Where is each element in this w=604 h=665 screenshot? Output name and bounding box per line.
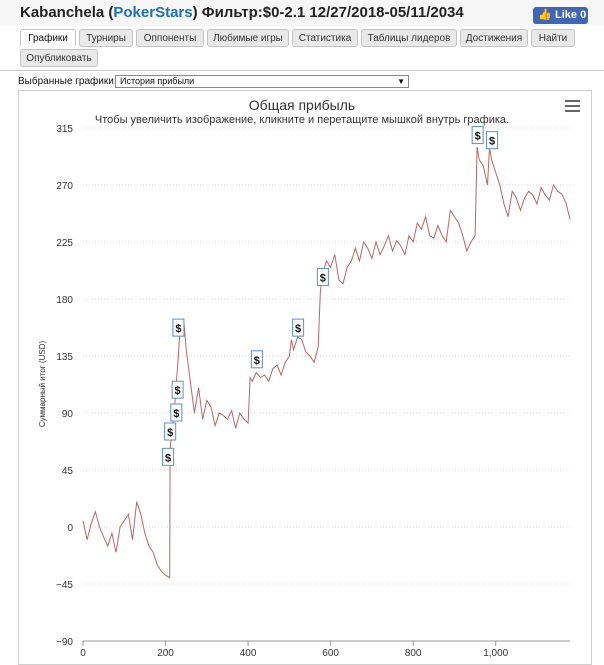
rakeback-marker-label: $: [295, 323, 301, 335]
tab-favorite-games[interactable]: Любимые игры: [207, 29, 289, 47]
y-tick-label: −90: [56, 637, 73, 648]
header-bar: Kabanchela (PokerStars) Фильтр:$0-2.1 12…: [0, 0, 604, 26]
rakeback-marker-box[interactable]: [162, 447, 175, 466]
rakeback-marker-label: $: [165, 452, 171, 464]
x-tick-label: 200: [157, 648, 174, 659]
profit-series-line: [82, 146, 571, 579]
rakeback-marker-label: $: [254, 355, 260, 367]
tab-opponents[interactable]: Оппоненты: [136, 29, 204, 47]
tab-graphs[interactable]: Графики: [20, 29, 76, 47]
y-tick-label: 135: [56, 352, 73, 363]
y-tick-label: 180: [56, 295, 73, 306]
site-link[interactable]: PokerStars: [113, 4, 193, 21]
y-axis-label: Суммарный итог (USD): [38, 341, 47, 428]
y-tick-label: −45: [56, 580, 73, 591]
rakeback-marker-box[interactable]: [172, 318, 185, 337]
graph-select-value: История прибыли: [120, 76, 195, 86]
rakeback-marker-label: $: [167, 427, 173, 439]
tab-statistics[interactable]: Статистика: [292, 29, 358, 47]
rakeback-marker-box[interactable]: [250, 350, 263, 369]
graph-select[interactable]: История прибыли ▼: [115, 75, 409, 88]
filter-text: Фильтр:$0-2.1 12/27/2018-05/11/2034: [201, 4, 464, 21]
y-tick-label: 315: [56, 124, 73, 135]
rakeback-marker-box[interactable]: [471, 126, 484, 145]
rakeback-marker-label: $: [173, 408, 179, 420]
graph-selector-label: Выбранные графики:: [18, 76, 117, 87]
tab-achievements[interactable]: Достижения: [460, 29, 528, 47]
tab-leaderboards[interactable]: Таблицы лидеров: [361, 29, 457, 47]
like-label: Like 0: [555, 9, 587, 21]
rakeback-marker-label: $: [175, 385, 181, 397]
page-title: Kabanchela (PokerStars) Фильтр:$0-2.1 12…: [20, 4, 464, 21]
rakeback-marker-label: $: [475, 131, 481, 143]
x-tick-label: 800: [405, 648, 422, 659]
chart-menu-icon[interactable]: [565, 100, 580, 113]
tab-find[interactable]: Найти: [531, 29, 575, 47]
tab-publish[interactable]: Опубликовать: [20, 49, 98, 67]
y-tick-label: 270: [56, 181, 73, 192]
thumbs-up-icon: 👍: [538, 9, 552, 21]
x-tick-label: 400: [240, 648, 257, 659]
rakeback-marker-label: $: [175, 323, 181, 335]
rakeback-marker-box[interactable]: [292, 318, 305, 337]
x-tick-label: 0: [80, 648, 86, 659]
x-tick-label: 600: [322, 648, 339, 659]
rakeback-marker-label: $: [320, 272, 326, 284]
rakeback-marker-box[interactable]: [171, 380, 184, 399]
tab-bar: Графики Турниры Оппоненты Любимые игры С…: [0, 26, 604, 71]
chart-title: Общая прибыль: [248, 97, 356, 113]
y-tick-label: 225: [56, 238, 73, 249]
x-tick-label: 1,000: [483, 648, 508, 659]
rakeback-marker-box[interactable]: [164, 422, 177, 441]
tab-tournaments[interactable]: Турниры: [79, 29, 133, 47]
player-name: Kabanchela: [20, 4, 105, 21]
y-tick-label: 45: [62, 466, 74, 477]
chart-subtitle: Чтобы увеличить изображение, кликните и …: [94, 114, 510, 126]
chart-panel[interactable]: [18, 90, 592, 665]
dropdown-arrow-icon: ▼: [397, 77, 405, 86]
rakeback-marker-box[interactable]: [170, 403, 183, 422]
y-tick-label: 90: [62, 409, 74, 420]
y-tick-label: 0: [67, 523, 73, 534]
facebook-like-button[interactable]: 👍 Like 0: [533, 7, 588, 24]
rakeback-marker-label: $: [489, 136, 495, 148]
rakeback-marker-box[interactable]: [316, 267, 329, 286]
rakeback-marker-box[interactable]: [486, 131, 499, 150]
